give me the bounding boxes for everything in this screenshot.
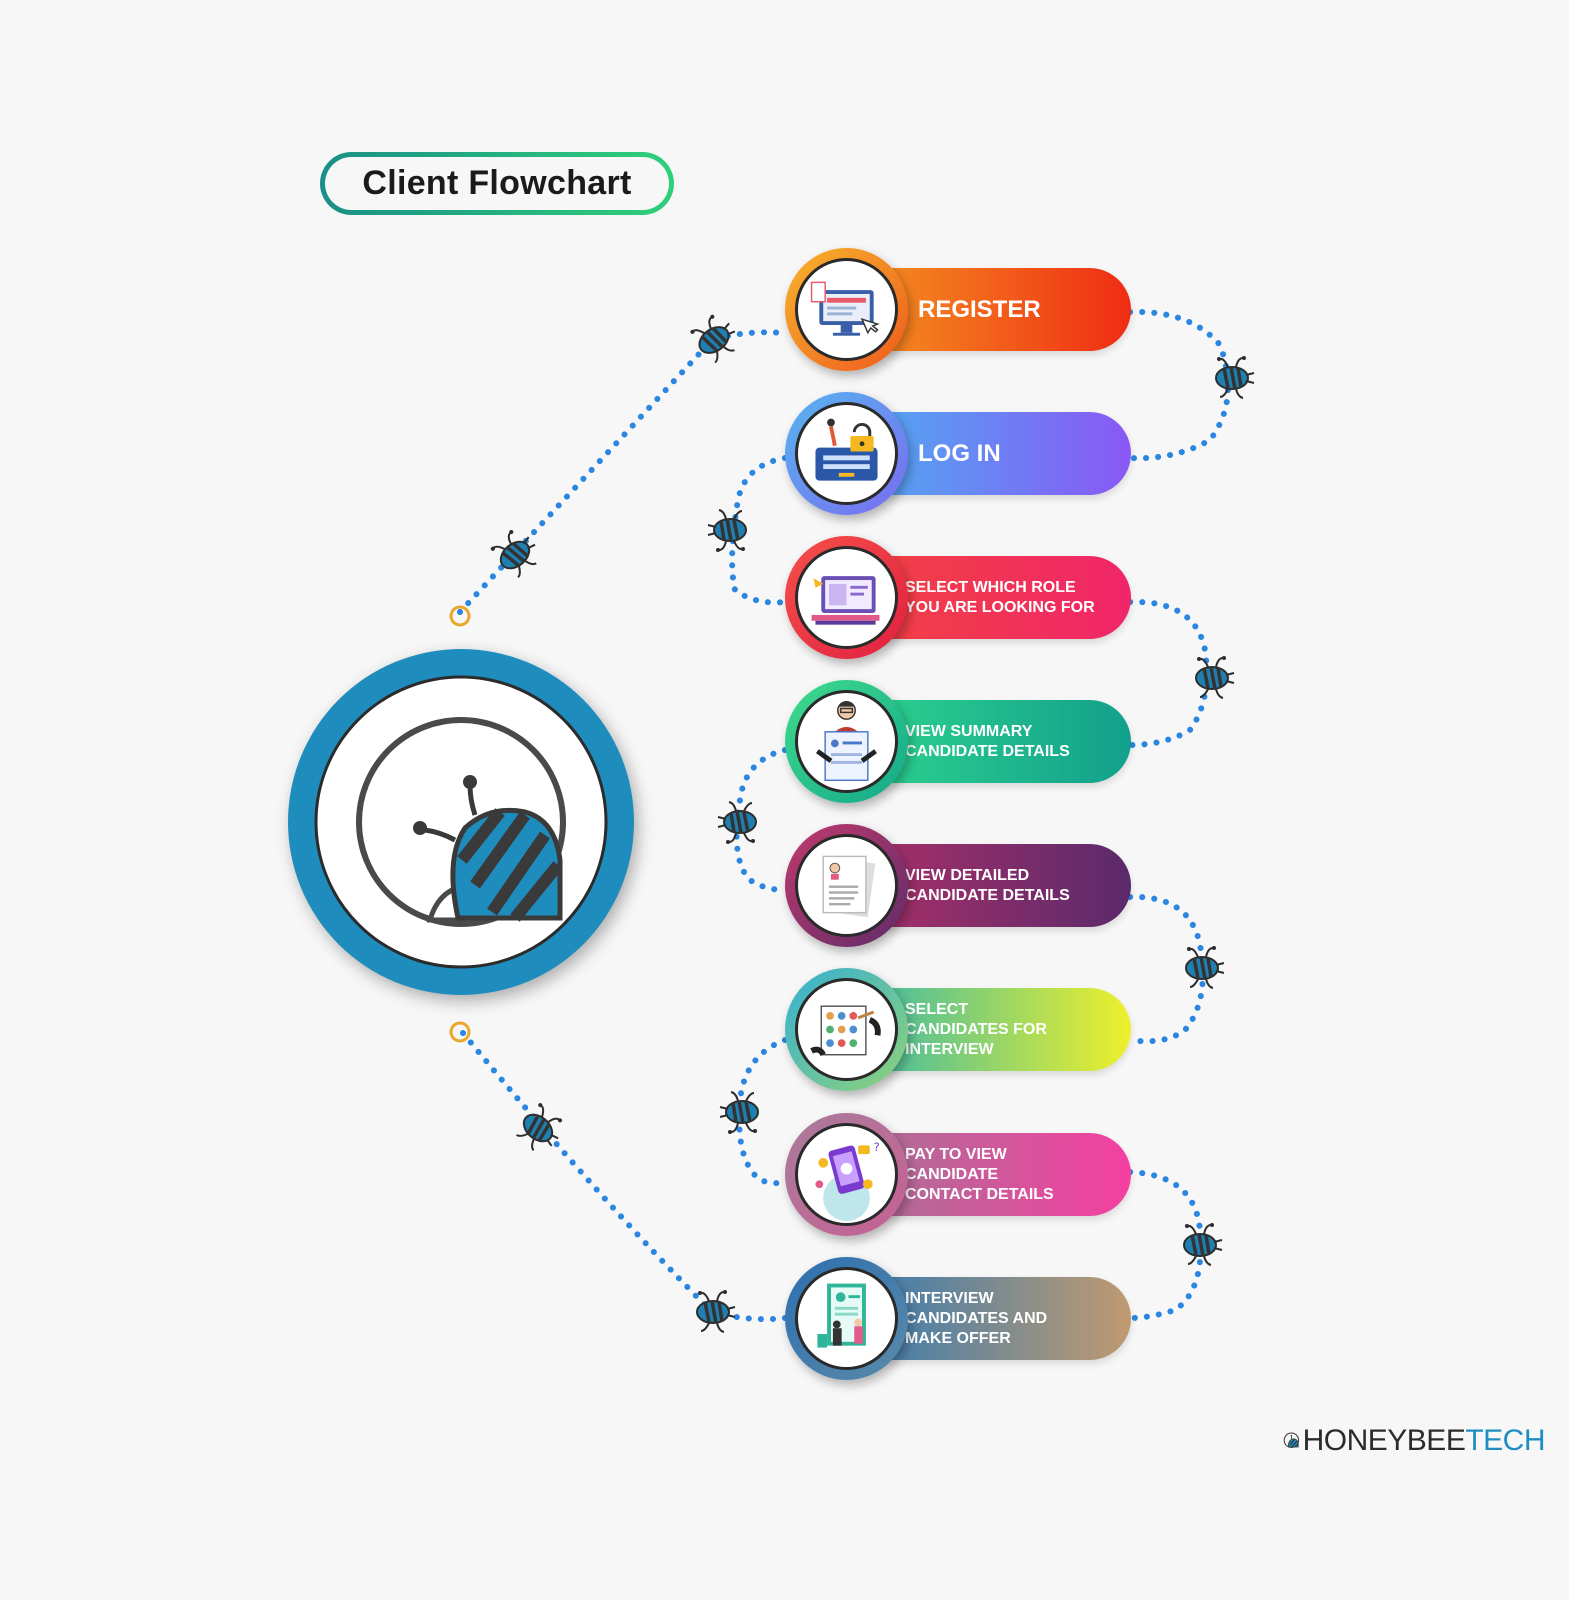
step-ring: ? xyxy=(785,1113,908,1236)
step-label: VIEW DETAILED CANDIDATE DETAILS xyxy=(905,866,1070,904)
role-search-icon xyxy=(795,546,898,649)
connector-node-bottom xyxy=(449,1021,471,1043)
step-ring xyxy=(785,392,908,515)
step-log-in[interactable]: LOG IN xyxy=(785,392,1135,515)
step-label: PAY TO VIEW CANDIDATE CONTACT DETAILS xyxy=(905,1145,1054,1203)
step-label: INTERVIEW CANDIDATES AND MAKE OFFER xyxy=(905,1289,1048,1347)
detailed-document-icon xyxy=(795,834,898,937)
step-label: SELECT CANDIDATES FOR INTERVIEW xyxy=(905,1000,1047,1058)
dotted-connectors xyxy=(457,308,1231,1323)
honeybee-logo-icon xyxy=(1283,1432,1300,1448)
step-label: VIEW SUMMARY CANDIDATE DETAILS xyxy=(905,722,1070,760)
step-interview-offer[interactable]: INTERVIEW CANDIDATES AND MAKE OFFER xyxy=(785,1257,1135,1380)
step-select-role[interactable]: SELECT WHICH ROLE YOU ARE LOOKING FOR xyxy=(785,536,1135,659)
step-pay-to-view[interactable]: PAY TO VIEW CANDIDATE CONTACT DETAILS ? xyxy=(785,1113,1135,1236)
connector-node-top xyxy=(449,605,471,627)
page-title: Client Flowchart xyxy=(362,164,632,202)
step-label: SELECT WHICH ROLE YOU ARE LOOKING FOR xyxy=(905,578,1095,616)
step-ring xyxy=(785,248,908,371)
step-view-detailed[interactable]: VIEW DETAILED CANDIDATE DETAILS xyxy=(785,824,1135,947)
step-select-candidates[interactable]: SELECT CANDIDATES FOR INTERVIEW xyxy=(785,968,1135,1091)
payment-phone-icon: ? xyxy=(795,1123,898,1226)
step-ring xyxy=(785,680,908,803)
brand-part1: HONEYBEE xyxy=(1302,1424,1466,1457)
central-bee-logo-icon xyxy=(288,649,634,995)
brand-logo: HONEYBEETECH xyxy=(1283,1414,1545,1468)
register-screen-icon xyxy=(795,258,898,361)
interview-offer-icon xyxy=(795,1267,898,1370)
select-candidates-icon xyxy=(795,978,898,1081)
step-label: LOG IN xyxy=(918,439,1001,467)
brand-wordmark: HONEYBEETECH xyxy=(1302,1424,1546,1458)
step-register[interactable]: REGISTER xyxy=(785,248,1135,371)
step-label: REGISTER xyxy=(918,295,1041,323)
candidate-summary-icon xyxy=(795,690,898,793)
step-ring xyxy=(785,1257,908,1380)
brand-part2: TECH xyxy=(1465,1424,1545,1457)
step-ring xyxy=(785,536,908,659)
step-view-summary[interactable]: VIEW SUMMARY CANDIDATE DETAILS xyxy=(785,680,1135,803)
step-ring xyxy=(785,968,908,1091)
step-ring xyxy=(785,824,908,947)
login-lock-icon xyxy=(795,402,898,505)
svg-text:?: ? xyxy=(874,1140,880,1154)
title-box: Client Flowchart xyxy=(320,152,674,215)
